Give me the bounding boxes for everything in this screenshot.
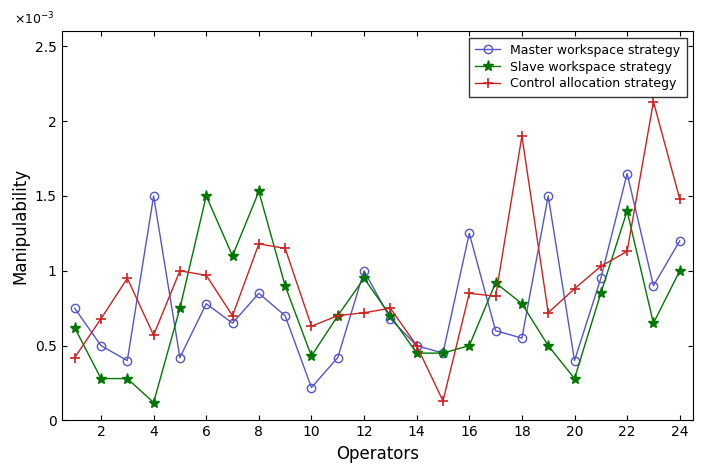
Master workspace strategy (491, 328, 500, 334)
Line: Control allocation strategy: Control allocation strategy (70, 97, 684, 406)
Slave workspace strategy (176, 305, 184, 311)
Line: Slave workspace strategy: Slave workspace strategy (69, 186, 685, 408)
Slave workspace strategy (439, 350, 447, 356)
Control allocation strategy (255, 241, 263, 247)
Control allocation strategy (596, 264, 605, 269)
Slave workspace strategy (413, 350, 421, 356)
Master workspace strategy (96, 343, 105, 348)
Master workspace strategy (439, 350, 447, 356)
Slave workspace strategy (649, 320, 658, 326)
Control allocation strategy (544, 310, 553, 316)
Control allocation strategy (386, 305, 394, 311)
Master workspace strategy (676, 238, 684, 244)
Slave workspace strategy (570, 376, 579, 382)
Control allocation strategy (413, 343, 421, 348)
Slave workspace strategy (96, 376, 105, 382)
Master workspace strategy (149, 193, 158, 199)
Control allocation strategy (334, 313, 342, 319)
Master workspace strategy (649, 283, 658, 289)
X-axis label: Operators: Operators (336, 445, 419, 463)
Master workspace strategy (517, 335, 526, 341)
Y-axis label: Manipulability: Manipulability (11, 168, 29, 284)
Slave workspace strategy (149, 400, 158, 405)
Master workspace strategy (386, 316, 394, 321)
Control allocation strategy (623, 248, 631, 254)
Slave workspace strategy (123, 376, 132, 382)
Legend: Master workspace strategy, Slave workspace strategy, Control allocation strategy: Master workspace strategy, Slave workspa… (469, 37, 686, 97)
Master workspace strategy (307, 385, 315, 391)
Master workspace strategy (281, 313, 289, 319)
Control allocation strategy (517, 133, 526, 139)
Master workspace strategy (570, 358, 579, 364)
Control allocation strategy (439, 398, 447, 404)
Slave workspace strategy (517, 301, 526, 307)
Slave workspace strategy (70, 325, 79, 330)
Control allocation strategy (465, 291, 474, 296)
Line: Master workspace strategy: Master workspace strategy (70, 169, 684, 392)
Control allocation strategy (96, 316, 105, 321)
Slave workspace strategy (307, 353, 315, 359)
Control allocation strategy (281, 246, 289, 251)
Slave workspace strategy (623, 208, 631, 214)
Control allocation strategy (649, 99, 658, 105)
Slave workspace strategy (491, 280, 500, 286)
Control allocation strategy (491, 293, 500, 299)
Slave workspace strategy (228, 253, 237, 259)
Slave workspace strategy (465, 343, 474, 348)
Control allocation strategy (676, 196, 684, 202)
Control allocation strategy (70, 355, 79, 360)
Slave workspace strategy (360, 275, 368, 281)
Slave workspace strategy (544, 343, 553, 348)
Master workspace strategy (123, 358, 132, 364)
Master workspace strategy (360, 268, 368, 273)
Master workspace strategy (176, 355, 184, 360)
Slave workspace strategy (334, 313, 342, 319)
Master workspace strategy (596, 275, 605, 281)
Slave workspace strategy (596, 291, 605, 296)
Master workspace strategy (334, 355, 342, 360)
Control allocation strategy (360, 310, 368, 316)
Master workspace strategy (544, 193, 553, 199)
Master workspace strategy (623, 171, 631, 176)
Slave workspace strategy (281, 283, 289, 289)
Control allocation strategy (570, 286, 579, 292)
Master workspace strategy (255, 291, 263, 296)
Control allocation strategy (307, 323, 315, 329)
Control allocation strategy (149, 332, 158, 338)
Slave workspace strategy (386, 313, 394, 319)
Slave workspace strategy (202, 193, 210, 199)
Text: $\times10^{-3}$: $\times10^{-3}$ (14, 11, 55, 27)
Master workspace strategy (465, 230, 474, 236)
Master workspace strategy (413, 343, 421, 348)
Slave workspace strategy (676, 268, 684, 273)
Control allocation strategy (202, 273, 210, 278)
Control allocation strategy (176, 268, 184, 273)
Control allocation strategy (123, 275, 132, 281)
Control allocation strategy (228, 313, 237, 319)
Slave workspace strategy (255, 189, 263, 194)
Master workspace strategy (70, 305, 79, 311)
Master workspace strategy (202, 301, 210, 307)
Master workspace strategy (228, 320, 237, 326)
